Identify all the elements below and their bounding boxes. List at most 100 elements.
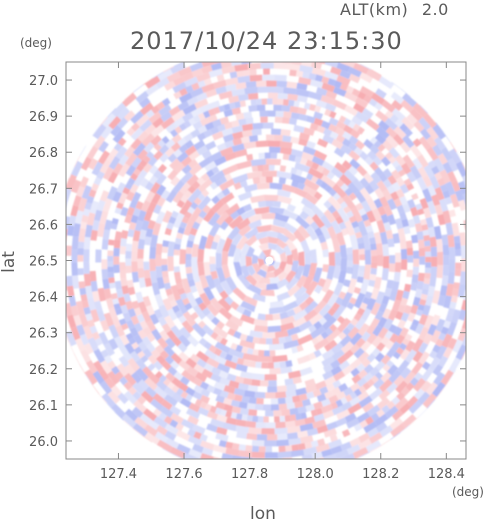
radar-cell <box>441 333 453 348</box>
radar-cell <box>192 304 207 320</box>
radar-cell <box>230 342 238 351</box>
radar-cell <box>425 251 432 257</box>
radar-cell <box>240 371 253 380</box>
radar-cell <box>451 222 459 231</box>
radar-cell <box>139 97 151 109</box>
radar-cell <box>424 240 431 247</box>
radar-cell <box>274 416 280 423</box>
radar-cell <box>249 135 258 143</box>
radar-cell <box>389 114 399 124</box>
radar-cell <box>216 363 231 374</box>
radar-cell <box>113 264 120 274</box>
radar-cell <box>234 394 243 402</box>
radar-cell <box>341 341 354 354</box>
radar-cell <box>191 269 201 283</box>
radar-cell <box>328 438 343 449</box>
radar-cell <box>429 350 438 359</box>
radar-cell <box>160 116 175 130</box>
radar-cell <box>66 174 77 190</box>
radar-cell <box>144 75 161 89</box>
radar-cell <box>90 309 100 323</box>
radar-cell <box>440 369 454 386</box>
radar-cell <box>151 192 162 205</box>
radar-cell <box>358 248 366 255</box>
radar-cell <box>370 69 382 76</box>
radar-cell <box>161 264 168 272</box>
radar-cell <box>126 279 134 288</box>
radar-cell <box>200 117 210 127</box>
radar-cell <box>222 237 233 252</box>
radar-cell <box>353 62 369 75</box>
radar-cell <box>323 428 338 438</box>
radar-cell <box>325 90 338 100</box>
radar-cell <box>380 371 392 383</box>
radar-cell <box>418 326 430 341</box>
radar-cell <box>110 292 118 300</box>
radar-cell <box>185 324 194 334</box>
radar-cell <box>189 62 204 72</box>
radar-cell <box>154 431 169 444</box>
radar-cell <box>149 313 160 325</box>
radar-cell <box>229 315 244 327</box>
radar-cell <box>405 382 415 392</box>
radar-cell <box>193 384 204 394</box>
radar-cell <box>332 238 341 253</box>
radar-cell <box>108 307 118 319</box>
radar-cell <box>91 161 104 176</box>
radar-cell <box>354 317 367 331</box>
radar-cell <box>442 380 450 391</box>
radar-cell <box>402 134 415 149</box>
radar-cell <box>288 51 301 59</box>
radar-cell <box>155 254 162 267</box>
radar-cell <box>192 443 204 453</box>
radar-cell <box>394 262 402 273</box>
y-tick-label: 26.3 <box>29 327 58 342</box>
radar-cell <box>274 212 290 223</box>
radar-cell <box>357 220 368 237</box>
radar-cell <box>298 138 308 147</box>
radar-cell <box>255 140 268 148</box>
radar-cell <box>197 125 208 135</box>
radar-cell <box>88 189 97 198</box>
radar-cell <box>242 353 259 362</box>
radar-cell <box>391 169 401 180</box>
radar-cell <box>421 224 429 231</box>
radar-cell <box>266 176 273 183</box>
radar-cell <box>66 275 73 287</box>
radar-cell <box>342 131 352 141</box>
radar-cell <box>83 342 94 355</box>
radar-cell <box>256 104 266 111</box>
radar-cell <box>333 147 346 158</box>
radar-cell <box>131 341 139 350</box>
radar-cell <box>443 320 452 329</box>
radar-cell <box>232 173 249 184</box>
radar-cell <box>370 268 377 275</box>
radar-cell <box>143 261 150 271</box>
radar-cell <box>220 146 234 157</box>
radar-cell <box>276 278 290 290</box>
radar-cell <box>292 309 308 322</box>
radar-cell <box>281 105 291 112</box>
radar-cell <box>397 304 406 314</box>
radar-cell <box>68 295 77 307</box>
radar-cell <box>361 108 374 119</box>
radar-cell <box>363 372 374 383</box>
radar-cell <box>219 116 230 125</box>
y-tick-label: 26.2 <box>29 363 58 378</box>
radar-cell <box>399 195 408 206</box>
radar-cell <box>282 135 292 143</box>
radar-cell <box>209 297 223 312</box>
radar-cell <box>255 422 266 429</box>
radar-cell <box>418 351 430 365</box>
radar-cell <box>325 328 342 343</box>
radar-cell <box>192 120 203 130</box>
radar-cell <box>267 325 282 333</box>
radar-cell <box>185 393 193 402</box>
radar-cell <box>215 394 225 404</box>
radar-cell <box>395 252 402 263</box>
radar-cell <box>424 272 431 279</box>
radar-cell <box>166 222 174 230</box>
radar-cell <box>391 409 404 421</box>
radar-cell <box>234 101 241 109</box>
radar-cell <box>321 278 333 294</box>
